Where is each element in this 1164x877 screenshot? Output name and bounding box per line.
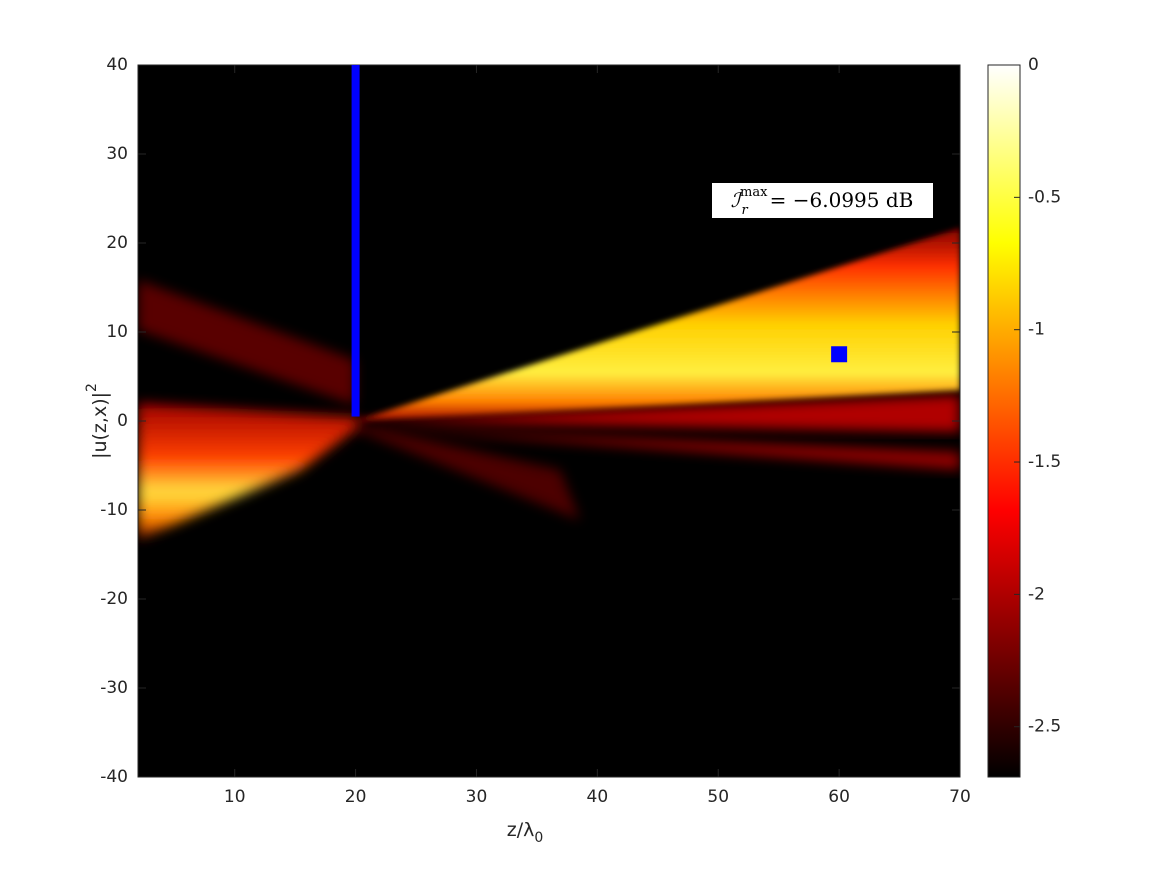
y-tick-label: 20: [106, 233, 128, 253]
x-axis-label: z/λ0: [507, 819, 544, 847]
colorbar-tick-label: 0: [1028, 55, 1039, 75]
annotation-sub: r: [741, 203, 748, 218]
x-tick-label: 30: [466, 787, 488, 807]
x-label-main: z/λ: [507, 819, 535, 841]
x-tick-label: 40: [587, 787, 609, 807]
y-tick-label: -40: [100, 767, 128, 787]
annotation-box: [712, 183, 933, 218]
y-label-sup: 2: [84, 383, 100, 392]
annotation-sup: max: [740, 185, 768, 200]
y-tick-label: 40: [106, 55, 128, 75]
marker: [831, 346, 848, 363]
annotation-text: = −6.0995 dB: [770, 188, 914, 212]
colorbar-tick-label: -2.5: [1028, 717, 1061, 737]
colorbar: [987, 64, 1021, 778]
annotation: ℐmax r = −6.0995 dB: [731, 185, 914, 218]
colorbar-tick-label: -2: [1028, 584, 1045, 604]
plot-area: [137, 64, 961, 778]
barrier: [351, 65, 360, 417]
transmitted-beam: [355, 228, 960, 421]
y-tick-label: 0: [117, 411, 128, 431]
y-tick-label: 10: [106, 322, 128, 342]
x-tick-label: 10: [224, 787, 246, 807]
reflected-band: [138, 280, 355, 405]
x-tick-label: 20: [345, 787, 367, 807]
y-label-main: |u(z,x)|: [89, 392, 111, 459]
side-lobe: [370, 428, 960, 470]
heatmap-field: [138, 228, 960, 540]
y-tick-label: -30: [100, 678, 128, 698]
colorbar-tick-label: -1.5: [1028, 452, 1061, 472]
colorbar-tick-label: -0.5: [1028, 187, 1061, 207]
scatter-band: [355, 425, 580, 520]
x-tick-label: 70: [949, 787, 971, 807]
y-tick-label: -10: [100, 500, 128, 520]
x-label-sub: 0: [534, 830, 543, 846]
x-tick-label: 60: [828, 787, 850, 807]
side-lobe: [355, 395, 960, 432]
x-tick-label: 50: [707, 787, 729, 807]
y-axis-label: |u(z,x)|2: [84, 383, 111, 459]
y-tick-label: 30: [106, 144, 128, 164]
colorbar-tick-label: -1: [1028, 320, 1045, 340]
y-tick-label: -20: [100, 589, 128, 609]
incident-beam: [138, 403, 362, 540]
